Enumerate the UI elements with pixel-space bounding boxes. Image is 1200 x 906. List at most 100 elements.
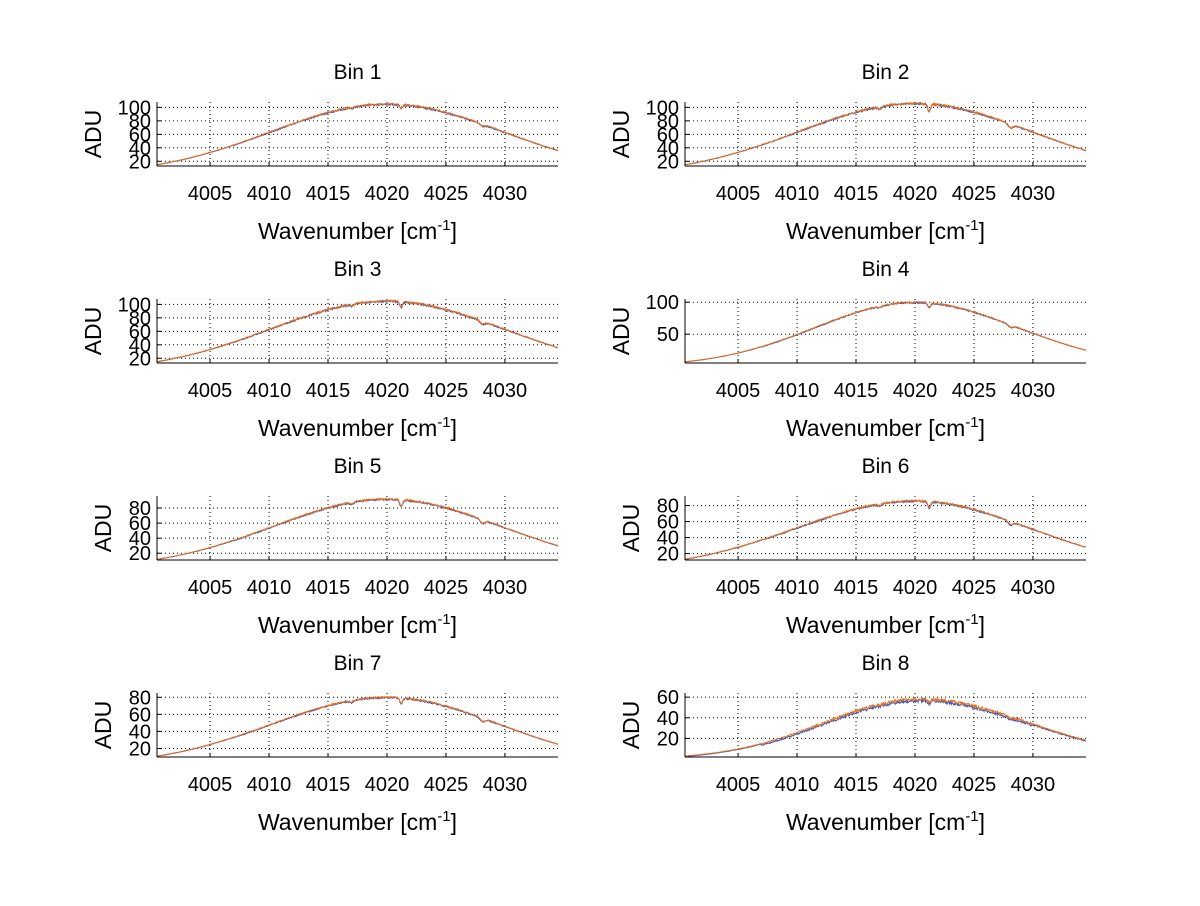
subplot-bin-2: Bin 2 4005 4010 4015 4020 4025 4030 20406080100… <box>608 61 1086 244</box>
x-axis-label-exponent: -1 <box>965 217 978 234</box>
y-tick-label: 40 <box>657 138 679 160</box>
subplot-title: Bin 5 <box>334 455 382 478</box>
x-tick-label: 4020 <box>893 380 938 402</box>
y-axis-label: ADU <box>608 307 634 356</box>
x-tick-label: 4030 <box>1011 774 1056 796</box>
x-tick-label: 4030 <box>1011 577 1056 599</box>
x-axis-label-text: Wavenumber [cm <box>786 218 965 244</box>
x-axis-label-end: ] <box>979 612 985 638</box>
x-tick-label: 4020 <box>365 577 410 599</box>
x-tick-label: 4025 <box>952 380 997 402</box>
x-tick-label: 4030 <box>1011 183 1056 205</box>
spectrum-trace-alt <box>685 499 1086 560</box>
subplot-title: Bin 3 <box>334 258 382 281</box>
x-tick-label: 4005 <box>188 577 233 599</box>
x-tick-label: 4015 <box>306 380 351 402</box>
y-tick-label: 60 <box>657 687 679 709</box>
spectrum-trace-alt <box>157 695 558 757</box>
x-axis-label-exponent: -1 <box>437 808 450 825</box>
y-axis-label: ADU <box>80 307 106 356</box>
y-axis-label: ADU <box>618 701 644 750</box>
x-axis-label-end: ] <box>451 218 457 244</box>
y-axis-label: ADU <box>90 504 116 553</box>
y-axis-label: ADU <box>608 110 634 159</box>
spectrum-trace <box>157 299 558 363</box>
x-axis-label-end: ] <box>451 612 457 638</box>
x-tick-label: 4030 <box>1011 380 1056 402</box>
x-axis-label-text: Wavenumber [cm <box>786 809 965 835</box>
x-tick-label: 4020 <box>365 774 410 796</box>
y-axis-label: ADU <box>80 110 106 159</box>
x-axis-label-text: Wavenumber [cm <box>258 612 437 638</box>
x-axis-label: Wavenumber [cm-1] <box>258 611 457 638</box>
x-axis-label: Wavenumber [cm-1] <box>786 414 985 441</box>
x-tick-label: 4010 <box>775 577 820 599</box>
x-tick-label: 4030 <box>483 183 528 205</box>
x-tick-label: 4010 <box>247 380 292 402</box>
x-tick-label: 4025 <box>424 774 469 796</box>
spectrum-trace <box>685 300 1086 363</box>
y-tick-label: 80 <box>129 498 151 520</box>
x-tick-label: 4025 <box>424 577 469 599</box>
y-tick-label: 20 <box>657 544 679 566</box>
y-tick-label: 40 <box>657 708 679 730</box>
y-tick-label: 40 <box>129 138 151 160</box>
x-axis-label-text: Wavenumber [cm <box>258 809 437 835</box>
x-axis-label-end: ] <box>451 809 457 835</box>
subplot-title: Bin 2 <box>862 61 910 84</box>
y-tick-label: 40 <box>129 721 151 743</box>
x-tick-label: 4010 <box>775 380 820 402</box>
y-tick-label: 50 <box>657 324 679 346</box>
spectrum-trace <box>685 498 1086 560</box>
x-tick-label: 4030 <box>483 380 528 402</box>
x-axis-label-exponent: -1 <box>965 611 978 628</box>
x-tick-label: 4025 <box>952 183 997 205</box>
y-tick-label: 40 <box>129 528 151 550</box>
y-tick-label: 60 <box>129 513 151 535</box>
subplot-title: Bin 6 <box>862 455 910 478</box>
x-tick-label: 4005 <box>188 183 233 205</box>
x-tick-label: 4010 <box>775 183 820 205</box>
x-tick-label: 4005 <box>716 577 761 599</box>
y-tick-label: 40 <box>129 335 151 357</box>
x-tick-label: 4015 <box>834 577 879 599</box>
x-axis-label-exponent: -1 <box>437 217 450 234</box>
x-tick-label: 4020 <box>365 380 410 402</box>
y-tick-label: 20 <box>129 348 151 370</box>
subplot-bin-3: Bin 3 4005 4010 4015 4020 4025 4030 20406080100… <box>80 258 558 441</box>
y-tick-label: 20 <box>129 543 151 565</box>
subplot-title: Bin 1 <box>334 61 382 84</box>
x-axis-label-end: ] <box>979 415 985 441</box>
x-tick-label: 4010 <box>247 183 292 205</box>
x-axis-label: Wavenumber [cm-1] <box>258 217 457 244</box>
x-tick-label: 4015 <box>834 183 879 205</box>
x-axis-label: Wavenumber [cm-1] <box>786 217 985 244</box>
y-tick-label: 60 <box>129 704 151 726</box>
spectrum-trace <box>157 695 558 757</box>
y-tick-label: 40 <box>657 528 679 550</box>
y-tick-label: 20 <box>129 738 151 760</box>
x-tick-label: 4005 <box>716 380 761 402</box>
x-tick-label: 4015 <box>306 577 351 599</box>
x-axis-label-end: ] <box>451 415 457 441</box>
x-axis-label-text: Wavenumber [cm <box>258 415 437 441</box>
x-axis-label-text: Wavenumber [cm <box>786 415 965 441</box>
y-tick-label: 80 <box>129 111 151 133</box>
x-axis-label-exponent: -1 <box>437 611 450 628</box>
x-axis-label-exponent: -1 <box>965 808 978 825</box>
spectrum-trace <box>685 696 1086 757</box>
x-tick-label: 4010 <box>247 774 292 796</box>
y-tick-label: 60 <box>129 124 151 146</box>
spectrum-trace <box>685 102 1086 166</box>
subplot-title: Bin 8 <box>862 652 910 675</box>
x-tick-label: 4030 <box>483 774 528 796</box>
x-tick-label: 4025 <box>424 183 469 205</box>
x-tick-label: 4020 <box>893 577 938 599</box>
x-axis-label: Wavenumber [cm-1] <box>258 414 457 441</box>
y-tick-label: 100 <box>118 97 151 119</box>
x-axis-label-text: Wavenumber [cm <box>258 218 437 244</box>
